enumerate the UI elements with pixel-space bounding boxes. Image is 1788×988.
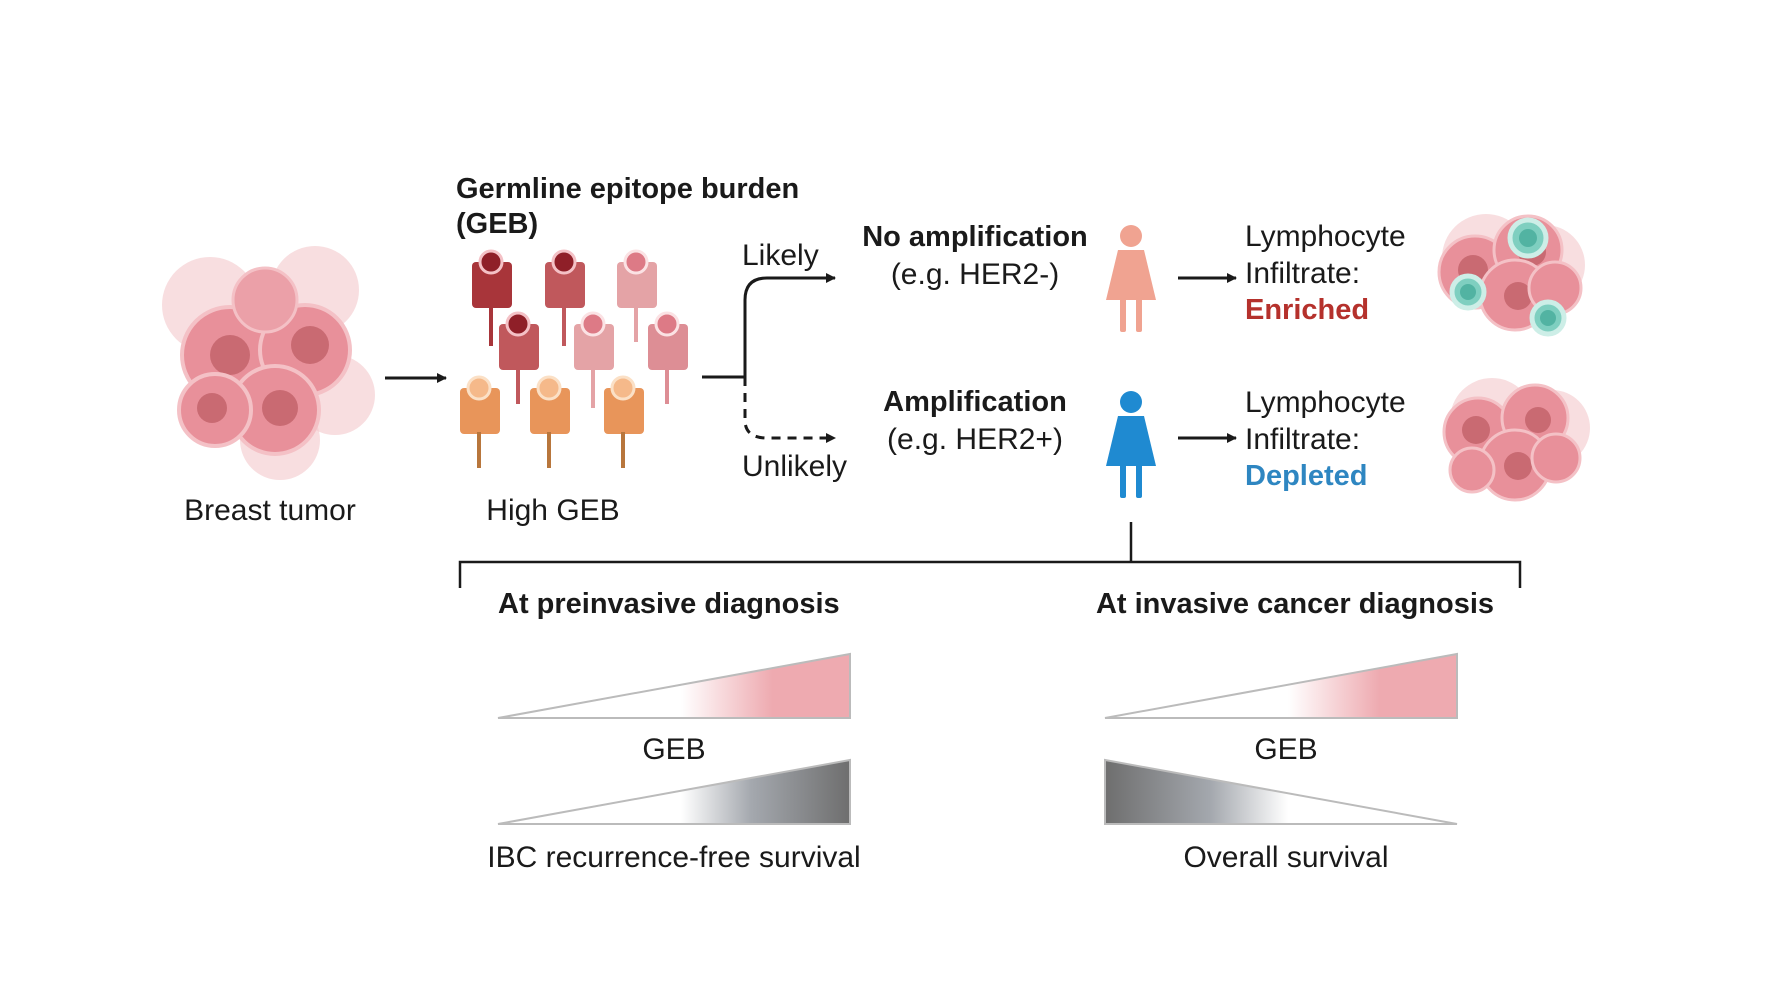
- ibc-recurrence-free-survival-label: IBC recurrence-free survival: [487, 841, 860, 874]
- top-result-line1: Lymphocyte: [1245, 220, 1406, 253]
- overall-survival-wedge: [1104, 758, 1458, 825]
- enriched-tumor-illustration: [1437, 214, 1585, 337]
- depleted-status: Depleted: [1245, 460, 1367, 492]
- invasive-heading: At invasive cancer diagnosis: [1096, 588, 1494, 620]
- breast-tumor-label: Breast tumor: [184, 494, 356, 527]
- outcome-bracket: [458, 522, 1522, 588]
- no-amplification-title: No amplification: [862, 221, 1088, 253]
- geb-title-line2: (GEB): [456, 208, 538, 240]
- breast-tumor-illustration: [162, 246, 375, 480]
- bottom-result-line1: Lymphocyte: [1245, 386, 1406, 419]
- likely-label: Likely: [742, 239, 819, 272]
- amplification-title: Amplification: [883, 386, 1067, 418]
- preinvasive-geb-wedge: [497, 652, 851, 719]
- overall-survival-label: Overall survival: [1183, 841, 1388, 874]
- woman-figure-her2-positive: [1106, 391, 1156, 498]
- high-geb-label: High GEB: [486, 494, 619, 527]
- amplification-subtitle: (e.g. HER2+): [887, 423, 1063, 456]
- bottom-result-line2: Infiltrate:: [1245, 423, 1360, 456]
- woman-figure-her2-negative: [1106, 225, 1156, 332]
- unlikely-label: Unlikely: [742, 450, 847, 483]
- ibc-recurrence-free-survival-wedge: [497, 758, 851, 825]
- enriched-status: Enriched: [1245, 294, 1369, 326]
- preinvasive-heading: At preinvasive diagnosis: [498, 588, 840, 620]
- top-result-line2: Infiltrate:: [1245, 257, 1360, 290]
- geb-title-line1: Germline epitope burden: [456, 173, 799, 205]
- invasive-geb-label: GEB: [1254, 733, 1317, 766]
- depleted-tumor-illustration: [1442, 378, 1590, 502]
- branch-arrows: [702, 273, 836, 443]
- preinvasive-geb-label: GEB: [642, 733, 705, 766]
- geb-receptors-illustration: [460, 249, 688, 468]
- no-amplification-subtitle: (e.g. HER2-): [891, 258, 1059, 291]
- invasive-geb-wedge: [1104, 652, 1458, 719]
